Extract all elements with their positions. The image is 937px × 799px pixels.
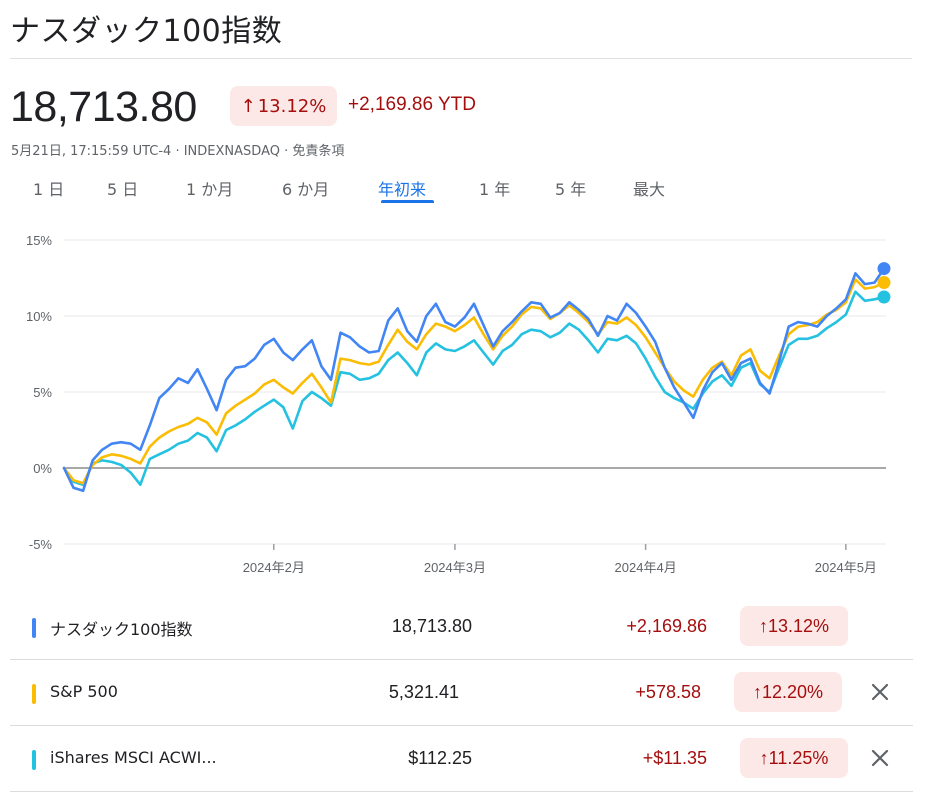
legend-name: iShares MSCI ACWI...: [50, 748, 217, 767]
comparison-chart[interactable]: 15% 10% 5% 0% -5% 2024年2月 2024年3月 2024年4月 2024年5…: [0, 225, 937, 585]
arrow-up-icon: ↑: [758, 615, 768, 636]
y-tick-label: 5%: [33, 385, 52, 400]
legend-name: S&P 500: [50, 682, 118, 701]
current-price: 18,713.80: [10, 83, 197, 131]
arrow-up-icon: ↑: [759, 747, 769, 768]
row-divider: [10, 659, 913, 660]
legend-percent: 13.12%: [767, 615, 830, 636]
y-tick-label: 15%: [26, 233, 52, 248]
legend-percent-badge: ↑ 12.20%: [734, 672, 842, 712]
tab-1-year[interactable]: 1 年: [479, 180, 511, 199]
legend-change: +2,169.86: [626, 616, 707, 636]
tab-1-month[interactable]: 1 か月: [186, 180, 234, 199]
series-line: [62, 290, 886, 487]
tab-6-month[interactable]: 6 か月: [282, 180, 330, 199]
quote-meta: 5月21日, 17:15:59 UTC-4 · INDEXNASDAQ · 免責…: [11, 144, 345, 159]
absolute-change: +2,169.86 YTD: [348, 94, 476, 115]
legend-price: 18,713.80: [391, 616, 472, 636]
legend-percent-badge: ↑ 13.12%: [740, 606, 848, 646]
series-line: [62, 267, 886, 493]
tab-max[interactable]: 最大: [633, 180, 666, 199]
arrow-up-icon: ↑: [752, 681, 762, 702]
page-title: ナスダック100指数: [10, 14, 283, 49]
percent-change-value: 13.12%: [257, 95, 327, 117]
y-tick-label: -5%: [29, 537, 53, 552]
legend-percent: 12.20%: [761, 681, 824, 702]
tab-ytd[interactable]: 年初来: [378, 180, 427, 199]
legend-percent-badge: ↑ 11.25%: [740, 738, 848, 778]
legend-name: ナスダック100指数: [50, 620, 193, 639]
percent-change-badge: ↑ 13.12%: [230, 86, 337, 126]
series-end-point: [877, 262, 891, 276]
y-tick-label: 10%: [26, 309, 52, 324]
arrow-up-icon: ↑: [240, 95, 256, 117]
row-divider: [10, 791, 913, 792]
x-tick-label: 2024年4月: [615, 560, 677, 575]
x-tick-label: 2024年5月: [815, 560, 877, 575]
series-color-swatch: [32, 618, 36, 638]
series-color-swatch: [32, 750, 36, 770]
x-tick-label: 2024年3月: [424, 560, 486, 575]
range-tabs: 1 日 5 日 1 か月 6 か月 年初来 1 年 5 年 最大: [0, 172, 700, 206]
series-color-swatch: [32, 684, 36, 704]
legend-change: +$11.35: [642, 748, 707, 768]
tab-5-year[interactable]: 5 年: [555, 180, 587, 199]
close-icon[interactable]: [868, 680, 892, 704]
tab-1-day[interactable]: 1 日: [33, 180, 65, 199]
header-divider: [10, 58, 912, 59]
active-tab-indicator: [381, 200, 434, 203]
legend-price: 5,321.41: [388, 682, 459, 702]
legend-price: $112.25: [408, 748, 472, 768]
y-tick-label: 0%: [33, 461, 52, 476]
close-icon[interactable]: [868, 746, 892, 770]
legend-row-acwi[interactable]: iShares MSCI ACWI... $112.25 +$11.35 ↑ 11…: [10, 728, 913, 792]
legend-change: +578.58: [635, 682, 701, 702]
series-line: [62, 278, 886, 485]
series-end-point: [877, 276, 891, 290]
series-end-point: [877, 290, 891, 304]
tab-5-day[interactable]: 5 日: [107, 180, 139, 199]
x-tick-label: 2024年2月: [243, 560, 305, 575]
row-divider: [10, 725, 913, 726]
legend-row-nasdaq[interactable]: ナスダック100指数 18,713.80 +2,169.86 ↑ 13.12%: [10, 596, 913, 660]
legend-percent: 11.25%: [768, 747, 829, 768]
legend-row-sp500[interactable]: S&P 500 5,321.41 +578.58 ↑ 12.20%: [10, 662, 913, 726]
